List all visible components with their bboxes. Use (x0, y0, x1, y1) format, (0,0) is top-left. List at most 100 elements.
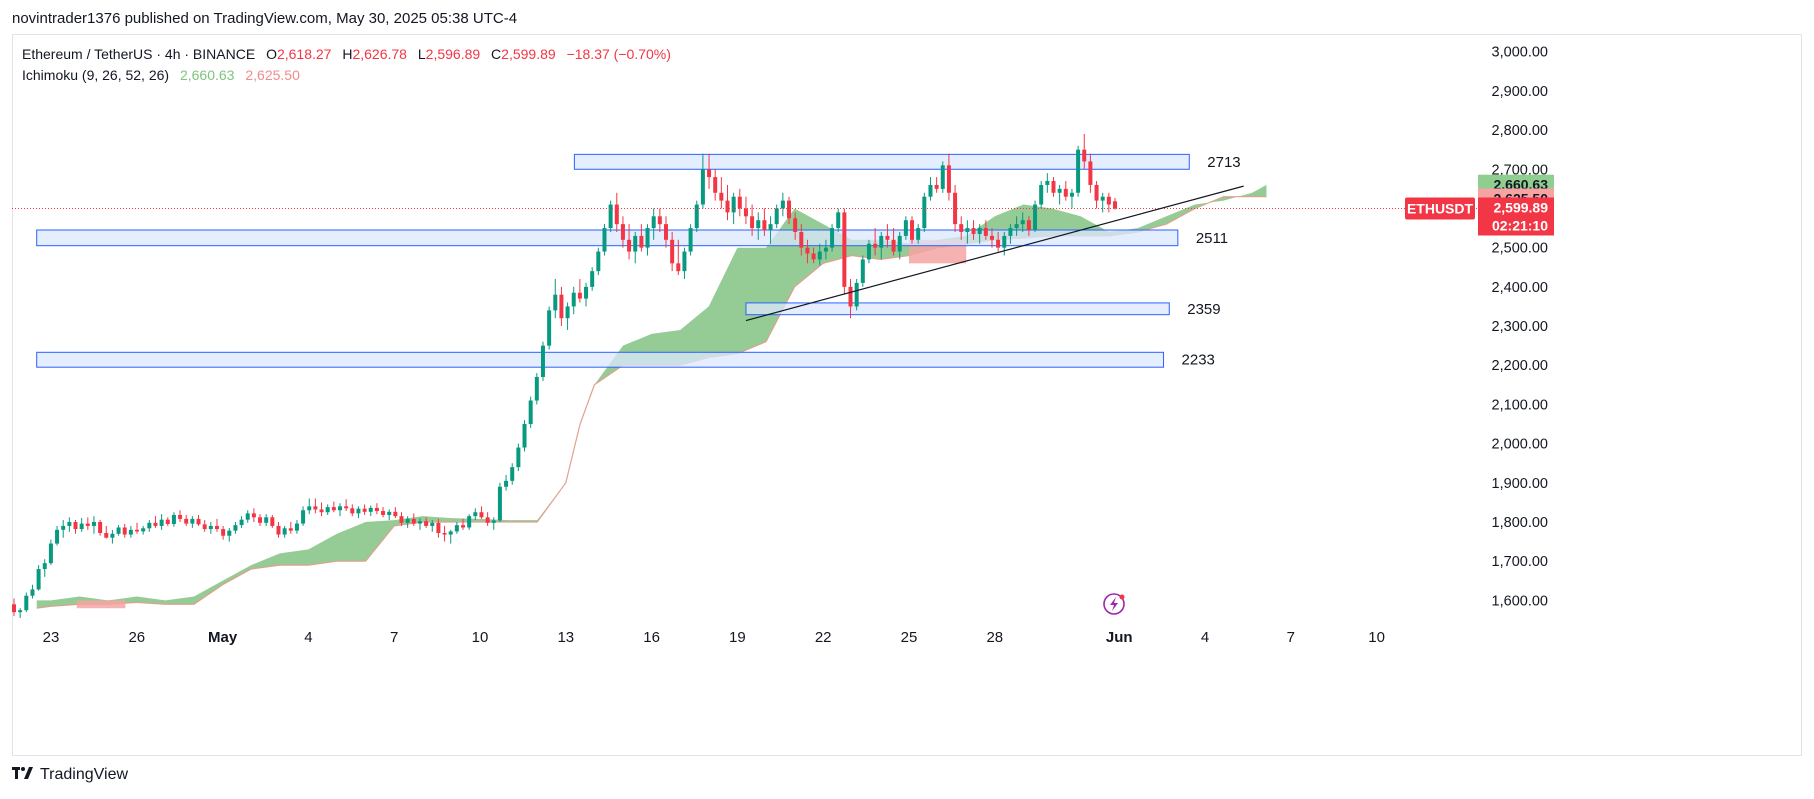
candle[interactable] (719, 177, 724, 209)
candle[interactable] (18, 608, 23, 619)
zone-2359[interactable] (745, 302, 1170, 316)
candle[interactable] (731, 192, 736, 225)
candle[interactable] (787, 196, 792, 225)
candle[interactable] (565, 302, 570, 330)
candle[interactable] (817, 243, 822, 266)
candle[interactable] (897, 231, 902, 260)
candle[interactable] (823, 239, 828, 260)
candle[interactable] (971, 220, 976, 240)
candle[interactable] (1008, 224, 1013, 244)
candle[interactable] (522, 420, 527, 452)
candle[interactable] (147, 520, 152, 532)
candle[interactable] (584, 282, 589, 307)
candle[interactable] (473, 508, 478, 521)
candle[interactable] (866, 239, 871, 264)
candle[interactable] (885, 224, 890, 248)
candle[interactable] (467, 514, 472, 530)
candle[interactable] (1106, 192, 1111, 213)
candle[interactable] (184, 514, 189, 526)
candle[interactable] (571, 286, 576, 315)
candle[interactable] (670, 231, 675, 272)
candle[interactable] (202, 520, 207, 532)
candle[interactable] (768, 216, 773, 244)
candle[interactable] (1082, 133, 1087, 170)
candle[interactable] (128, 525, 133, 538)
candle[interactable] (743, 196, 748, 225)
candle[interactable] (750, 204, 755, 236)
candle[interactable] (135, 522, 140, 534)
candle[interactable] (916, 224, 921, 244)
candle[interactable] (793, 212, 798, 240)
candle[interactable] (350, 504, 355, 517)
candle[interactable] (713, 169, 718, 201)
candle[interactable] (1069, 188, 1074, 209)
candle[interactable] (1020, 212, 1025, 232)
lightning-icon[interactable] (1103, 593, 1125, 615)
candle[interactable] (682, 247, 687, 280)
candle[interactable] (903, 216, 908, 240)
candle[interactable] (645, 224, 650, 256)
candle[interactable] (1088, 153, 1093, 193)
candle[interactable] (258, 514, 263, 526)
candle[interactable] (42, 559, 47, 577)
candle[interactable] (85, 517, 90, 530)
candle[interactable] (596, 247, 601, 276)
candle[interactable] (953, 184, 958, 232)
candle[interactable] (319, 502, 324, 517)
candle[interactable] (30, 584, 35, 599)
candle[interactable] (553, 279, 558, 319)
candle[interactable] (559, 286, 564, 327)
candle[interactable] (98, 520, 103, 536)
candle[interactable] (36, 565, 41, 591)
candle[interactable] (491, 517, 496, 530)
candle[interactable] (627, 224, 632, 260)
candle[interactable] (301, 506, 306, 526)
candle[interactable] (337, 503, 342, 517)
candle[interactable] (879, 231, 884, 260)
candle[interactable] (534, 373, 539, 405)
candle[interactable] (830, 224, 835, 252)
candle[interactable] (996, 231, 1001, 252)
candle[interactable] (221, 525, 226, 540)
candle[interactable] (399, 512, 404, 526)
candle[interactable] (239, 516, 244, 528)
candle[interactable] (171, 512, 176, 527)
candle[interactable] (608, 200, 613, 232)
candle[interactable] (854, 279, 859, 311)
candle[interactable] (485, 512, 490, 526)
candle[interactable] (940, 161, 945, 193)
candle[interactable] (1051, 177, 1056, 197)
candle[interactable] (393, 507, 398, 519)
candle[interactable] (48, 539, 53, 566)
candle[interactable] (122, 523, 127, 538)
candle[interactable] (842, 208, 847, 295)
candle[interactable] (700, 153, 705, 209)
candle[interactable] (116, 525, 121, 536)
candle[interactable] (965, 220, 970, 244)
candle[interactable] (590, 267, 595, 291)
candle[interactable] (270, 514, 275, 528)
footer-brand[interactable]: TradingView (12, 766, 128, 784)
candle[interactable] (479, 506, 484, 519)
candle[interactable] (756, 212, 761, 240)
candle[interactable] (73, 520, 78, 534)
candle[interactable] (251, 508, 256, 523)
candle[interactable] (540, 341, 545, 381)
candle[interactable] (190, 516, 195, 528)
candle[interactable] (774, 204, 779, 229)
candle[interactable] (79, 518, 84, 532)
indicator-row[interactable]: Ichimoku (9, 26, 52, 26) 2,660.63 2,625.… (22, 65, 671, 86)
zone-2233[interactable] (36, 351, 1165, 368)
candle[interactable] (313, 498, 318, 514)
candle[interactable] (836, 208, 841, 232)
candle[interactable] (424, 517, 429, 528)
candle[interactable] (1063, 181, 1068, 201)
candle[interactable] (411, 513, 416, 526)
candle[interactable] (1014, 216, 1019, 236)
candle[interactable] (196, 514, 201, 526)
candle[interactable] (577, 279, 582, 303)
candle[interactable] (233, 522, 238, 534)
candle[interactable] (288, 522, 293, 534)
candle[interactable] (436, 518, 441, 538)
